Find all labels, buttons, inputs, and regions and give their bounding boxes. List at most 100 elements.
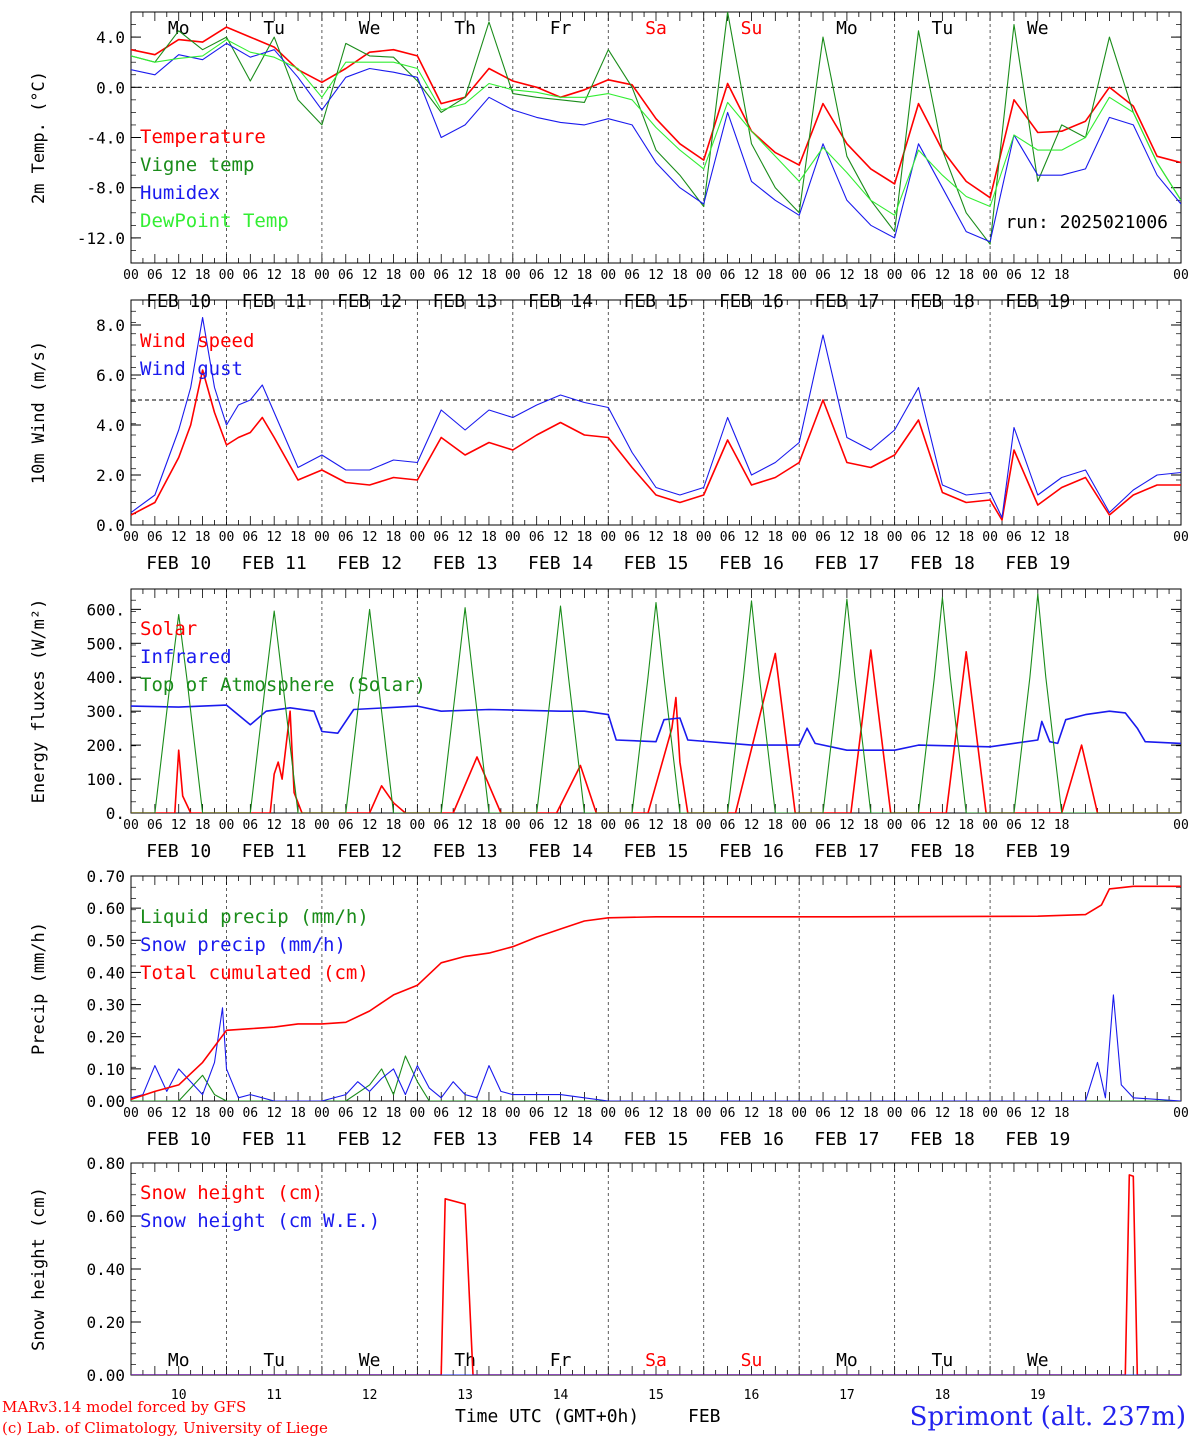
x-hour-label: 00: [123, 268, 139, 283]
x-hour-label: 18: [767, 1106, 783, 1121]
x-hour-label: 18: [863, 530, 879, 545]
x-day-number: 13: [457, 1388, 473, 1403]
x-hour-label: 12: [171, 818, 187, 833]
series-line-wind-speed: [131, 369, 1181, 521]
y-tick-label: 500.: [86, 634, 125, 653]
x-hour-label: 06: [529, 530, 545, 545]
x-date-label: FEB 18: [910, 841, 975, 862]
x-hour-label: 12: [362, 268, 378, 283]
x-day-number: 17: [839, 1388, 855, 1403]
y-tick-label: 0.20: [86, 1313, 125, 1332]
x-hour-label: 12: [362, 1106, 378, 1121]
x-hour-label: 06: [1006, 268, 1022, 283]
panel-4: 0.70 0.60 0.50 0.40 0.30 0.20 0.10 0.00 Precip (…: [29, 867, 1189, 1150]
x-date-label: FEB 13: [433, 553, 498, 574]
x-date-label: FEB 17: [814, 1129, 879, 1150]
x-hour-label: 00: [791, 530, 807, 545]
y-tick-label: 0.60: [86, 899, 125, 918]
x-hour-label: 06: [242, 1106, 258, 1121]
y-tick-label: 0.50: [86, 931, 125, 950]
x-hour-label: 12: [744, 818, 760, 833]
x-date-label: FEB 17: [814, 841, 879, 862]
x-hour-label: 12: [171, 268, 187, 283]
x-hour-label: 18: [672, 1106, 688, 1121]
y-tick-label: 0.70: [86, 867, 125, 886]
x-hour-label: 06: [147, 268, 163, 283]
x-hour-label: 00: [600, 530, 616, 545]
station-name: Sprimont (alt. 237m): [909, 1402, 1186, 1432]
x-date-label: FEB 11: [242, 1129, 307, 1150]
x-hour-label: 00: [1173, 818, 1189, 833]
x-hour-label: 18: [672, 530, 688, 545]
x-hour-label: 12: [1030, 1106, 1046, 1121]
weekday-label: We: [1027, 18, 1049, 39]
weekday-label: Mo: [836, 18, 858, 39]
x-hour-label: 00: [410, 268, 426, 283]
series-line-dewpoint-temp: [131, 39, 1181, 216]
x-hour-label: 06: [433, 530, 449, 545]
series-line-solar: [131, 649, 1181, 813]
x-hour-label: 12: [1030, 268, 1046, 283]
x-hour-label: 18: [481, 1106, 497, 1121]
x-day-number: 12: [362, 1388, 378, 1403]
x-date-label: FEB 19: [1005, 841, 1070, 862]
x-hour-label: 18: [386, 818, 402, 833]
x-hour-label: 00: [123, 818, 139, 833]
weekday-label: Sa: [645, 18, 667, 39]
series-line-vigne-temp: [131, 12, 1181, 245]
x-hour-label: 06: [1006, 1106, 1022, 1121]
x-hour-label: 12: [744, 1106, 760, 1121]
legend-entry: Humidex: [140, 182, 220, 204]
x-hour-label: 18: [958, 530, 974, 545]
y-tick-label: 0.60: [86, 1207, 125, 1226]
x-hour-label: 18: [481, 818, 497, 833]
x-hour-label: 06: [720, 268, 736, 283]
panel-2: 8.0 6.0 4.0 2.0 0.0 10m Wind (m/s) 00 06 12 18 FEB…: [29, 299, 1189, 574]
x-hour-label: 00: [887, 818, 903, 833]
x-hour-label: 00: [1173, 530, 1189, 545]
legend-entry: Top of Atmosphere (Solar): [140, 674, 426, 696]
x-hour-label: 06: [529, 1106, 545, 1121]
y-tick-label: 4.0: [96, 28, 125, 47]
x-hour-label: 12: [839, 1106, 855, 1121]
x-hour-label: 18: [863, 818, 879, 833]
legend-entry: DewPoint Temp: [140, 210, 289, 232]
x-hour-label: 18: [863, 1106, 879, 1121]
y-tick-label: 0.00: [86, 1092, 125, 1111]
y-tick-label: 0.0: [96, 516, 125, 535]
x-hour-label: 18: [195, 1106, 211, 1121]
x-day-number: 19: [1030, 1388, 1046, 1403]
x-hour-label: 06: [815, 268, 831, 283]
x-hour-label: 18: [958, 818, 974, 833]
x-hour-label: 00: [505, 1106, 521, 1121]
x-hour-label: 00: [219, 818, 235, 833]
y-tick-label: 0.10: [86, 1060, 125, 1079]
y-axis-label: Snow height (cm): [29, 1187, 49, 1351]
x-date-label: FEB 12: [337, 553, 402, 574]
x-hour-label: 18: [195, 530, 211, 545]
x-hour-label: 12: [553, 1106, 569, 1121]
x-hour-label: 18: [577, 268, 593, 283]
x-hour-label: 12: [648, 818, 664, 833]
plot-frame: [130, 588, 1182, 814]
x-hour-label: 00: [314, 1106, 330, 1121]
x-hour-label: 00: [887, 268, 903, 283]
x-hour-label: 06: [911, 268, 927, 283]
y-axis-label: 2m Temp. (°C): [29, 71, 49, 204]
x-hour-label: 00: [1173, 1106, 1189, 1121]
x-hour-label: 00: [219, 268, 235, 283]
x-axis-title: Time UTC (GMT+0h): [455, 1406, 640, 1427]
x-hour-label: 06: [720, 1106, 736, 1121]
legend-entry: Wind gust: [140, 358, 243, 380]
x-hour-label: 12: [1030, 530, 1046, 545]
x-hour-label: 00: [123, 530, 139, 545]
series-line-liquid-precip-mm-h-: [131, 1055, 1181, 1101]
y-tick-label: 0.80: [86, 1154, 125, 1173]
legend-entry: Snow height (cm): [140, 1182, 323, 1204]
x-hour-label: 06: [338, 1106, 354, 1121]
x-day-number: 10: [171, 1388, 187, 1403]
x-hour-label: 12: [171, 530, 187, 545]
x-date-label: FEB 13: [433, 841, 498, 862]
y-tick-label: -4.0: [86, 129, 125, 148]
x-hour-label: 12: [457, 530, 473, 545]
